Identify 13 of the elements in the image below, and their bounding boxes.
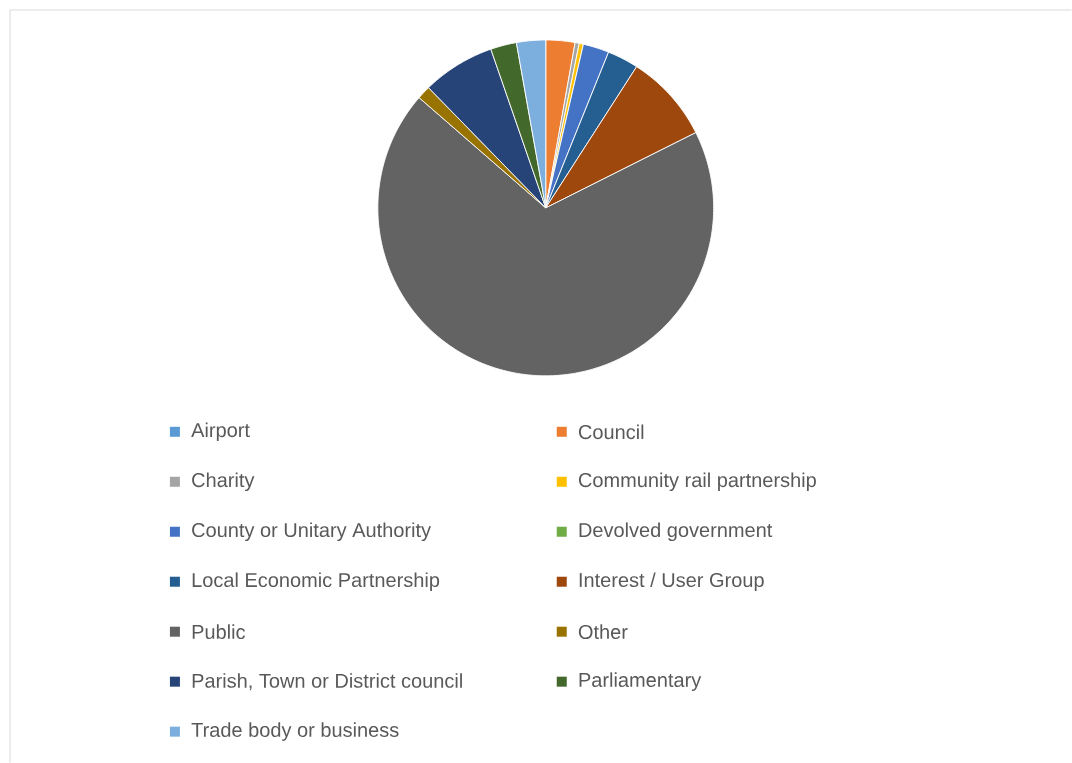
legend-label: Parliamentary	[579, 672, 702, 691]
legend-label: Airport	[191, 422, 250, 442]
legend-label: Community rail partnership	[578, 472, 816, 492]
legend-label: Council	[578, 424, 644, 440]
legend-label: Other	[578, 624, 628, 639]
legend-label: Charity	[192, 472, 255, 492]
legend-label: Devolved government	[579, 522, 773, 542]
legend-label: Public	[192, 624, 246, 639]
legend-label: Interest / User Group	[579, 572, 764, 591]
legend-label: Local Economic Partnership	[192, 572, 440, 591]
legend-label: Parish, Town or District council	[192, 673, 462, 691]
legend-label: County or Unitary Authority	[192, 522, 432, 542]
legend-label: Trade body or business	[191, 722, 399, 741]
